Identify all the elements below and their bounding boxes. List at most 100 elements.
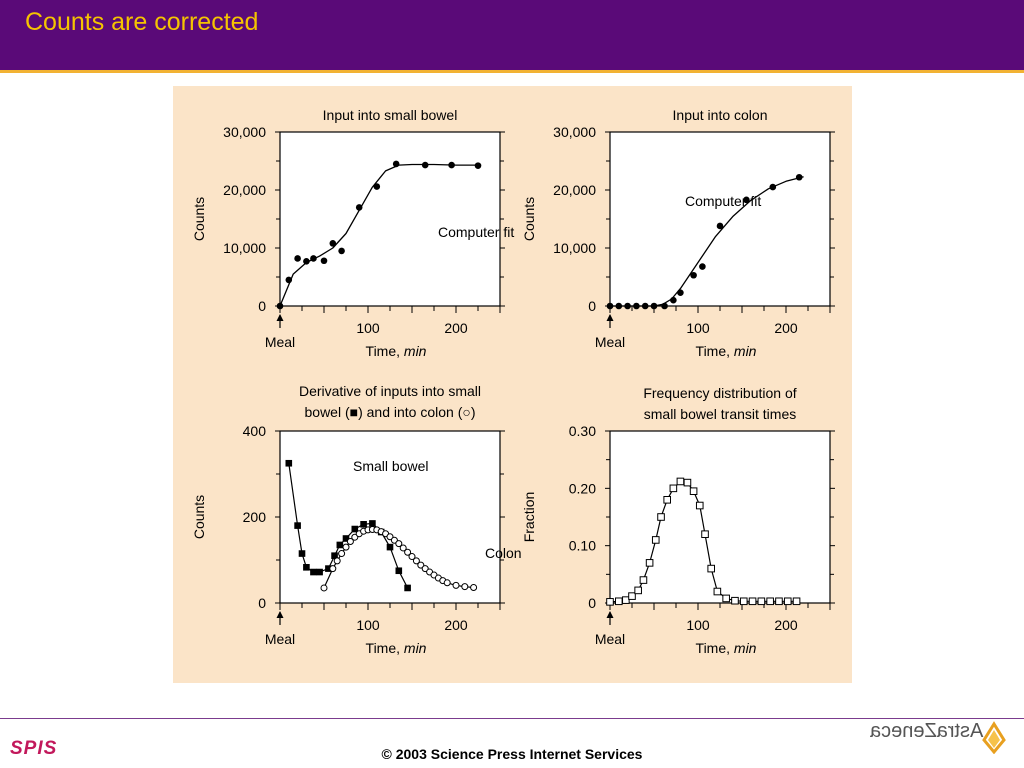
chart-3-plot-area [279,430,501,604]
chart-3-ytick-label: 400 [243,423,267,439]
chart-4-meal-label: Meal [595,631,625,647]
chart-4-xtick-label: 200 [774,617,798,633]
chart-3-series-1-point [386,543,394,551]
chart-3-series-1-point [325,565,332,572]
chart-3-series-2-point [452,581,460,589]
chart-4-title-line-1: Frequency distribution of [643,385,796,401]
chart-1-series-2-fit-line [279,163,478,307]
chart-3-series-1-point [360,521,367,528]
chart-1-xlabel: Time, min [366,343,427,359]
chart-2-title: Input into colon [673,107,768,123]
chart-3-series-2-point [408,553,416,561]
chart-3-meal-arrowhead [276,611,284,618]
chart-4-series-1-point [748,597,757,606]
chart-3-series-2-point [404,548,412,556]
chart-3-series-1-point [331,552,338,559]
chart-3-title-line-1: Derivative of inputs into small [299,383,481,399]
chart-3-series-2-point [443,579,451,587]
chart-3-annotation: Colon [485,545,522,561]
chart-3-series-1-point [285,459,293,467]
chart-4-series-1-point [634,586,642,595]
chart-4-series-1-point [651,536,660,544]
chart-3-series-1-point [336,541,344,549]
chart-3-series-1-point [342,535,350,542]
chart-2-series-1-point [699,263,706,270]
astrazeneca-logo: AstraZeneca [870,720,984,742]
chart-3-series-1-point [303,564,310,571]
chart-1-series-1-point [338,247,345,255]
chart-4-series-1-point [639,576,648,584]
chart-3-series-2-point [333,557,341,565]
chart-4-series-1-point [766,597,774,606]
chart-4-ytick-label: 0.30 [569,423,596,439]
chart-4-xlabel: Time, min [696,640,757,656]
chart-2-ylabel: Counts [521,197,537,241]
chart-3-series-1-point [351,525,359,533]
chart-3-annotation: Small bowel [353,458,428,474]
chart-2-series-1-point [743,196,750,204]
chart-4-series-1-point [606,598,614,606]
chart-4-series-1-point [683,478,692,487]
header-accent-line [0,70,1024,73]
chart-4-series-1-point [792,597,801,606]
chart-1-ytick-label: 10,000 [223,240,266,256]
chart-1-series-1-point [355,204,363,211]
chart-1-ylabel: Counts [191,197,207,241]
astrazeneca-logo-icon [982,721,1006,754]
chart-1-xtick-label: 200 [444,320,468,336]
figure-panel: Input into small bowel 0 10,000 20,000 30,00… [173,86,852,683]
chart-3-series-1-point [404,584,411,592]
chart-4-series-1-point [695,501,704,510]
chart-3-series-1-point [310,568,317,576]
chart-2-plot-area [609,131,831,307]
chart-4-series-1-point [707,564,716,573]
chart-2-meal-label: Meal [595,334,625,350]
chart-3-series-2-point [395,540,403,548]
charts-canvas: Input into small bowel 0 10,000 20,000 30,00… [191,107,835,656]
chart-1-series-1-point [320,257,328,265]
chart-4-series-1-point [713,587,722,596]
chart-1-meal-label: Meal [265,334,295,350]
chart-4-series-1-point [722,594,730,603]
chart-3-series-2-point [338,550,346,558]
chart-1-annotation: Computer fit [438,224,514,240]
chart-3-series-1-point [395,567,403,575]
chart-2-xtick-label: 200 [774,320,798,336]
chart-3-xtick-label: 100 [356,617,380,633]
chart-2-series-2-fit-line [610,176,804,307]
chart-2-ytick-label: 30,000 [553,124,596,140]
chart-4-series-1-point [622,596,630,604]
chart-3-title-line-2: bowel (■) and into colon (○) [305,404,476,420]
chart-4-series-1-point [731,596,739,605]
chart-1-ytick-label: 20,000 [223,182,266,198]
chart-4-series-1-point [628,592,636,600]
slide-header [0,0,1024,70]
chart-3-series-2-point [470,584,478,592]
chart-4-series-1-point [669,484,678,493]
chart-2-ytick-label: 10,000 [553,240,596,256]
chart-3-series-1-point [294,522,301,529]
chart-3-ylabel: Counts [191,495,207,539]
chart-3-ytick-label: 200 [243,509,267,525]
chart-4-series-1-point [645,559,654,567]
chart-1-ytick-label: 30,000 [223,124,266,140]
chart-2-series-1-point [690,271,697,279]
chart-4-series-1-point [663,496,671,504]
chart-3-series-2-point [329,565,337,573]
chart-4-meal-arrowhead [606,611,614,618]
chart-4-ylabel: Fraction [521,492,537,543]
chart-4-series-1-point [676,477,685,486]
chart-4-title-line-2: small bowel transit times [644,406,797,422]
chart-3-series-2-point [399,544,407,552]
chart-3-xlabel: Time, min [366,640,427,656]
spis-logo: SPIS [10,738,58,759]
chart-4-series-1-point [739,597,748,606]
chart-4-series-1-point [615,597,623,606]
chart-2-xtick-label: 100 [686,320,710,336]
chart-4-ytick-label: 0.10 [569,538,596,554]
chart-3-series-1-point [369,520,376,527]
chart-4-ytick-label: 0.20 [569,480,596,496]
chart-3-series-2-point [346,538,354,546]
chart-1-xtick-label: 100 [356,320,380,336]
chart-1-series-1-point [373,183,381,190]
